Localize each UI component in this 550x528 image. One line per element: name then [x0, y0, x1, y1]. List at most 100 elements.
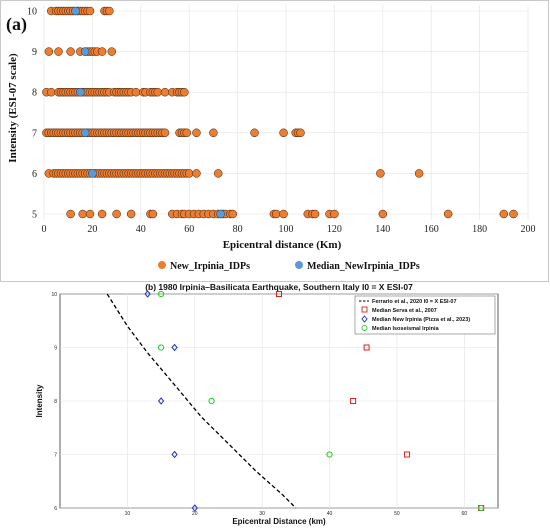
- x-tick-label: 180: [472, 224, 487, 235]
- data-point-pizza: [144, 290, 151, 298]
- x-tick-label: 100: [279, 224, 294, 235]
- panel-b-title: (b) 1980 Irpinia–Basilicata Earthquake, …: [145, 282, 413, 292]
- y-tick-label: 8: [32, 88, 37, 99]
- data-point-new-irpinia: [85, 6, 95, 16]
- data-point-new-irpinia: [44, 47, 54, 56]
- panel-b: (b) 1980 Irpinia–Basilicata Earthquake, …: [35, 282, 499, 526]
- panel-b-legend: Ferrario et al., 2020 I0 = X ESI-07 Medi…: [354, 295, 496, 335]
- y-tick-label: 6: [32, 169, 37, 180]
- data-point-pizza: [171, 343, 178, 352]
- y-tick-label: 5: [32, 210, 37, 221]
- legend-serva-label: Median Serva et al., 2007: [372, 308, 437, 314]
- y-tick-label: 9: [54, 346, 57, 352]
- data-point-new-irpinia: [148, 209, 158, 219]
- data-point-serva: [404, 451, 411, 458]
- data-point-median: [216, 209, 225, 219]
- legend-pizza-label: Median New Irpinia (Pizza et al., 2023): [372, 317, 470, 323]
- data-point-median: [80, 128, 90, 138]
- data-point-serva: [276, 291, 282, 297]
- data-point-new-irpinia: [213, 169, 223, 178]
- data-point-new-irpinia: [131, 87, 141, 97]
- data-point-new-irpinia: [78, 209, 87, 219]
- panel-b-y-axis-title: Intensity: [35, 384, 44, 417]
- data-point-serva: [350, 398, 357, 404]
- data-point-new-irpinia: [160, 87, 170, 97]
- data-point-median: [88, 169, 97, 178]
- data-point-new-irpinia: [499, 209, 509, 219]
- panel-a-y-ticks: 5 6 7 8 9 10: [27, 7, 37, 221]
- data-point-new-irpinia: [443, 209, 453, 219]
- data-point-new-irpinia: [296, 128, 305, 138]
- x-tick-label: 60: [462, 511, 468, 517]
- data-point-serva: [363, 344, 370, 351]
- x-tick-label: 60: [184, 224, 194, 235]
- panel-a-y-axis-title: Intensity (ESI-07 scale): [7, 53, 19, 163]
- data-point-new-irpinia: [272, 209, 281, 219]
- y-tick-label: 6: [54, 506, 57, 512]
- legend-isoseismal-marker: [361, 325, 368, 331]
- x-tick-label: 50: [394, 511, 400, 517]
- data-point-new-irpinia: [47, 87, 56, 97]
- legend-median-label: Median_NewIrpinia_IDPs: [307, 261, 420, 272]
- data-point-new-irpinia: [310, 209, 320, 219]
- data-point-new-irpinia: [192, 169, 201, 178]
- x-tick-label: 200: [521, 224, 536, 235]
- panel-a-label: (a): [6, 14, 27, 35]
- data-point-pizza: [157, 397, 165, 405]
- y-tick-label: 8: [54, 399, 57, 405]
- data-point-isoseismal: [157, 290, 165, 298]
- data-point-new-irpinia: [126, 209, 136, 219]
- x-tick-label: 20: [192, 511, 198, 517]
- y-tick-label: 9: [32, 47, 37, 58]
- data-point-new-irpinia: [66, 47, 75, 56]
- data-point-new-irpinia: [105, 6, 114, 16]
- legend-ferrario-label: Ferrario et al., 2020 I0 = X ESI-07: [372, 299, 457, 305]
- panel-a-x-axis-title: Epicentral distance (Km): [223, 239, 342, 251]
- data-point-new-irpinia: [85, 209, 95, 219]
- series-median-newirpinia-idps: [71, 6, 225, 219]
- data-point-new-irpinia: [180, 87, 189, 97]
- legend-isoseismal-label: Median Isoseismal Irpinia: [372, 326, 440, 332]
- panel-b-series: [106, 290, 485, 512]
- legend-serva-marker: [361, 306, 368, 313]
- data-point-new-irpinia: [250, 128, 259, 138]
- legend-median-marker: [295, 261, 303, 269]
- legend-new-irpinia-marker: [158, 261, 166, 269]
- data-point-new-irpinia: [376, 169, 385, 178]
- data-point-new-irpinia: [112, 209, 121, 219]
- data-point-new-irpinia: [97, 209, 107, 219]
- panel-a-frame: [0, 0, 549, 282]
- x-tick-label: 40: [327, 511, 333, 517]
- ferrario-curve: [106, 293, 297, 509]
- legend-pizza-marker: [361, 315, 368, 323]
- y-tick-label: 7: [32, 128, 37, 139]
- data-point-new-irpinia: [184, 169, 194, 178]
- panel-b-legend-box: [354, 295, 496, 335]
- data-point-new-irpinia: [279, 209, 288, 219]
- data-point-new-irpinia: [66, 209, 75, 219]
- x-tick-label: 10: [125, 511, 131, 517]
- y-tick-label: 10: [51, 292, 57, 298]
- data-point-new-irpinia: [160, 128, 170, 138]
- x-tick-label: 120: [327, 224, 342, 235]
- data-point-median: [80, 47, 90, 56]
- y-tick-label: 7: [54, 453, 57, 459]
- data-point-new-irpinia: [330, 209, 339, 219]
- data-point-new-irpinia: [107, 47, 117, 56]
- legend-new-irpinia-label: New_Irpinia_IDPs: [170, 261, 250, 272]
- x-tick-label: 80: [233, 224, 243, 235]
- x-tick-label: 40: [136, 224, 146, 235]
- data-point-new-irpinia: [97, 47, 107, 56]
- data-point-new-irpinia: [378, 209, 388, 219]
- data-point-pizza: [171, 450, 178, 459]
- data-point-median: [71, 6, 80, 16]
- panel-a-legend: New_Irpinia_IDPs Median_NewIrpinia_IDPs: [158, 261, 420, 272]
- data-point-new-irpinia: [228, 209, 238, 219]
- x-tick-label: 160: [424, 224, 439, 235]
- data-point-isoseismal: [326, 451, 333, 458]
- x-tick-label: 140: [375, 224, 390, 235]
- data-point-isoseismal: [157, 344, 165, 351]
- data-point-new-irpinia: [192, 128, 201, 138]
